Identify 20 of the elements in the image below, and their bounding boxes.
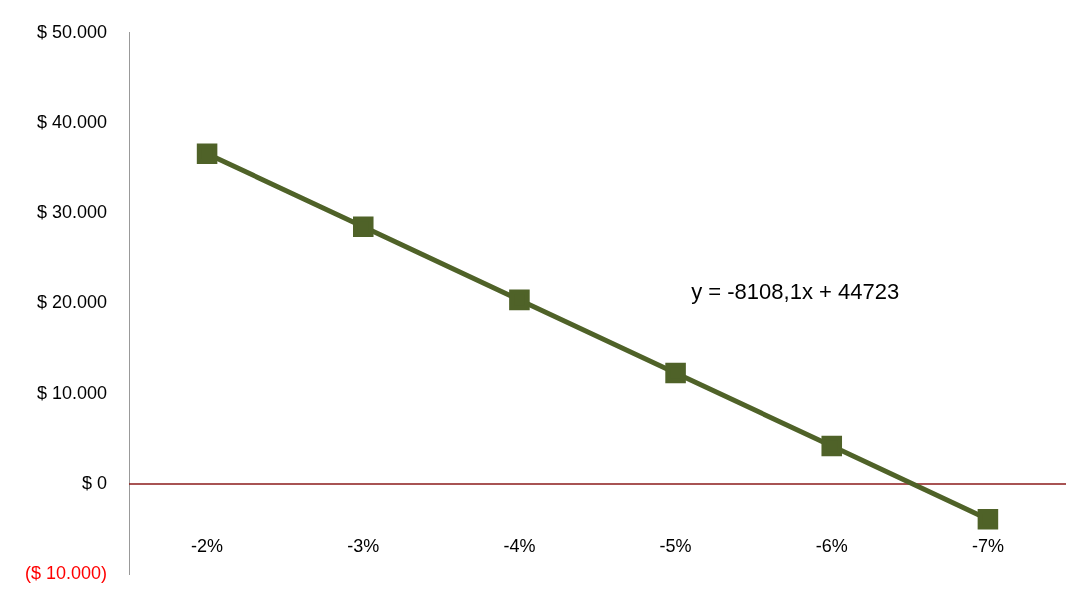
point — [352, 216, 374, 238]
y-tick-label: $ 50.000 — [36, 21, 107, 42]
y-tick-label: $ 20.000 — [36, 292, 107, 313]
point — [196, 143, 218, 164]
point — [977, 508, 999, 530]
y-tick-label: $ 40.000 — [36, 112, 107, 132]
point — [821, 435, 843, 457]
x-tick-label: -5% — [659, 535, 692, 556]
x-tick-label: -2% — [191, 535, 224, 556]
y-tick-label: $ 10.000 — [36, 382, 107, 403]
y-tick-label: $ 30.000 — [36, 202, 107, 223]
point — [665, 362, 686, 384]
y-tick-label: ($ 10.000) — [24, 563, 107, 584]
x-tick-label: -4% — [503, 535, 536, 556]
x-tick-label: -6% — [815, 535, 848, 556]
annotation: y = -8108,1x + 44723 — [691, 278, 900, 304]
point — [509, 289, 530, 311]
x-tick-label: -3% — [347, 535, 380, 556]
y-tick-label: $ 0 — [81, 472, 107, 493]
x-tick-label: -7% — [971, 535, 1004, 556]
